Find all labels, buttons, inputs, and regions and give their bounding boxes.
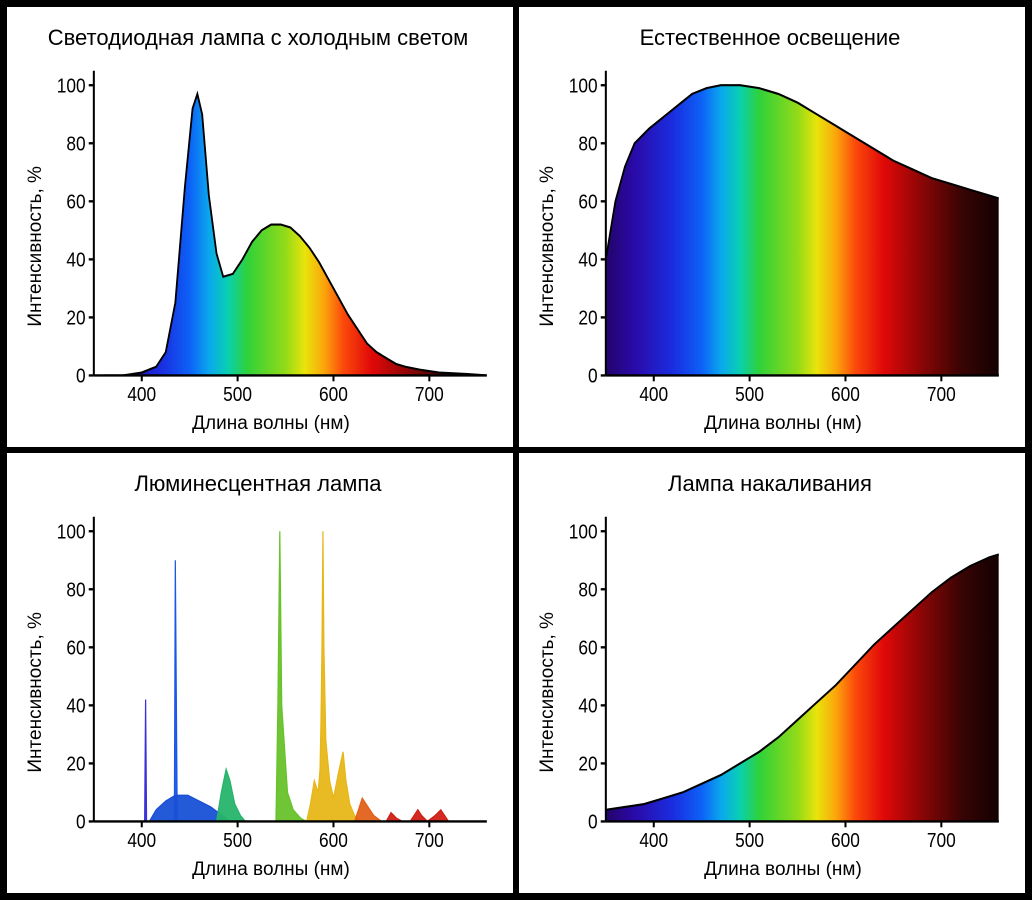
svg-text:20: 20 — [578, 307, 597, 329]
svg-text:600: 600 — [319, 829, 348, 851]
svg-text:80: 80 — [66, 579, 85, 601]
svg-text:100: 100 — [57, 75, 86, 97]
svg-text:0: 0 — [588, 365, 598, 387]
svg-text:0: 0 — [588, 811, 598, 833]
svg-text:500: 500 — [223, 383, 252, 405]
spectrum-chart-fluorescent: 0 20 40 60 80 100 400 500 600 700 — [47, 505, 495, 857]
panel-title: Лампа накаливания — [668, 471, 872, 497]
chart-area: Интенсивность, % 0 20 40 60 80 100 400 500 600 70… — [21, 59, 495, 435]
svg-text:20: 20 — [578, 753, 597, 775]
svg-text:20: 20 — [66, 307, 85, 329]
svg-text:600: 600 — [831, 829, 860, 851]
svg-text:60: 60 — [66, 191, 85, 213]
chart-area: Интенсивность, % 0 20 40 60 80 100 400 500 600 70… — [21, 505, 495, 881]
svg-text:700: 700 — [415, 829, 444, 851]
svg-text:100: 100 — [569, 75, 598, 97]
panel-led-cold: Светодиодная лампа с холодным светом Инт… — [4, 4, 516, 450]
svg-text:400: 400 — [639, 383, 668, 405]
spectrum-chart-led: 0 20 40 60 80 100 400 500 600 700 — [47, 59, 495, 411]
panel-daylight: Естественное освещение Интенсивность, % … — [516, 4, 1028, 450]
svg-text:100: 100 — [57, 521, 86, 543]
panel-title: Светодиодная лампа с холодным светом — [48, 25, 469, 51]
svg-text:100: 100 — [569, 521, 598, 543]
chart-area: Интенсивность, % 0 20 40 60 80 100 400 500 600 70… — [533, 505, 1007, 881]
x-axis-label: Длина волны (нм) — [559, 413, 1007, 435]
svg-text:80: 80 — [578, 133, 597, 155]
panel-incandescent: Лампа накаливания Интенсивность, % 0 20 40… — [516, 450, 1028, 896]
svg-text:500: 500 — [735, 829, 764, 851]
svg-text:700: 700 — [927, 383, 956, 405]
svg-text:80: 80 — [66, 133, 85, 155]
svg-text:40: 40 — [66, 249, 85, 271]
spectrum-chart-incandescent: 0 20 40 60 80 100 400 500 600 700 — [559, 505, 1007, 857]
plot-wrap: 0 20 40 60 80 100 400 500 600 700 Длина волны (нм… — [559, 59, 1007, 435]
svg-text:700: 700 — [927, 829, 956, 851]
svg-text:500: 500 — [223, 829, 252, 851]
chart-area: Интенсивность, % 0 20 40 60 80 100 400 500 600 70… — [533, 59, 1007, 435]
svg-text:80: 80 — [578, 579, 597, 601]
panel-fluorescent: Люминесцентная лампа Интенсивность, % 0 2… — [4, 450, 516, 896]
x-axis-label: Длина волны (нм) — [47, 859, 495, 881]
svg-text:60: 60 — [578, 637, 597, 659]
svg-text:500: 500 — [735, 383, 764, 405]
y-axis-label: Интенсивность, % — [21, 505, 47, 881]
svg-text:400: 400 — [639, 829, 668, 851]
plot-wrap: 0 20 40 60 80 100 400 500 600 700 Длина волны (нм… — [47, 505, 495, 881]
x-axis-label: Длина волны (нм) — [47, 413, 495, 435]
y-axis-label: Интенсивность, % — [533, 505, 559, 881]
svg-text:40: 40 — [66, 695, 85, 717]
figure-grid: Светодиодная лампа с холодным светом Инт… — [0, 0, 1032, 900]
svg-text:20: 20 — [66, 753, 85, 775]
svg-text:600: 600 — [319, 383, 348, 405]
svg-text:40: 40 — [578, 249, 597, 271]
y-axis-label: Интенсивность, % — [533, 59, 559, 435]
panel-title: Естественное освещение — [640, 25, 901, 51]
plot-wrap: 0 20 40 60 80 100 400 500 600 700 Длина волны (нм… — [47, 59, 495, 435]
svg-text:40: 40 — [578, 695, 597, 717]
svg-text:60: 60 — [66, 637, 85, 659]
x-axis-label: Длина волны (нм) — [559, 859, 1007, 881]
svg-text:400: 400 — [127, 383, 156, 405]
svg-text:700: 700 — [415, 383, 444, 405]
panel-title: Люминесцентная лампа — [134, 471, 381, 497]
spectrum-chart-daylight: 0 20 40 60 80 100 400 500 600 700 — [559, 59, 1007, 411]
svg-text:0: 0 — [76, 811, 86, 833]
svg-text:400: 400 — [127, 829, 156, 851]
svg-text:0: 0 — [76, 365, 86, 387]
y-axis-label: Интенсивность, % — [21, 59, 47, 435]
svg-text:600: 600 — [831, 383, 860, 405]
plot-wrap: 0 20 40 60 80 100 400 500 600 700 Длина волны (нм… — [559, 505, 1007, 881]
svg-text:60: 60 — [578, 191, 597, 213]
